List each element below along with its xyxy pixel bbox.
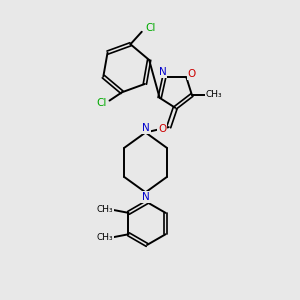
Text: Cl: Cl xyxy=(96,98,106,108)
Text: CH₃: CH₃ xyxy=(205,90,222,99)
Text: N: N xyxy=(142,192,150,202)
Text: Cl: Cl xyxy=(145,23,155,33)
Text: CH₃: CH₃ xyxy=(96,233,113,242)
Text: O: O xyxy=(158,124,166,134)
Text: N: N xyxy=(159,67,167,77)
Text: O: O xyxy=(188,69,196,79)
Text: N: N xyxy=(142,123,150,133)
Text: CH₃: CH₃ xyxy=(96,205,113,214)
